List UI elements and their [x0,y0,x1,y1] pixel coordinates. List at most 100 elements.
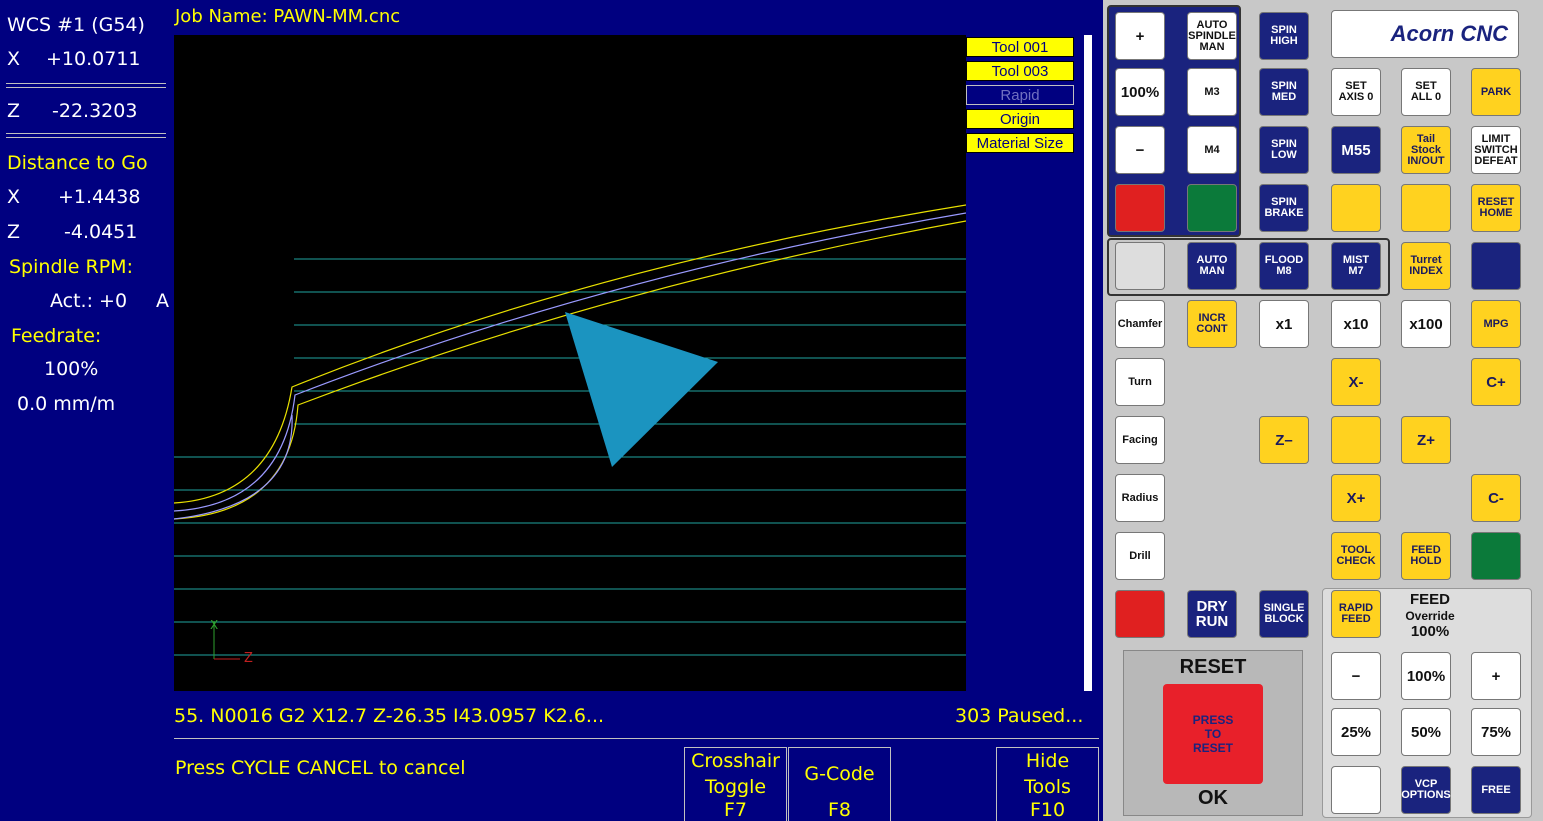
chuck-button[interactable] [1331,184,1381,232]
home-button[interactable] [1115,590,1165,638]
legend-item[interactable]: Origin [966,109,1074,129]
button-label: Tail [1417,134,1435,145]
wcs-label: WCS #1 (G54) [7,14,145,36]
settings-button[interactable] [1331,766,1381,814]
panel-button[interactable]: x10 [1331,300,1381,348]
panel-button[interactable]: 75% [1471,708,1521,756]
panel-button[interactable]: Drill [1115,532,1165,580]
button-label: MAN [1199,266,1224,277]
panel-button[interactable]: MPG [1471,300,1521,348]
panel-button[interactable]: Chamfer [1115,300,1165,348]
panel-button[interactable]: Radius [1115,474,1165,522]
panel-button[interactable]: 100% [1401,652,1451,700]
panel-button[interactable]: C- [1471,474,1521,522]
button-label: AXIS 0 [1339,92,1374,103]
button-label: HOME [1480,208,1513,219]
button-label: M8 [1276,266,1291,277]
lamp-button[interactable] [1471,242,1521,290]
feed-override-value: 100% [1380,624,1480,640]
button-label: x1 [1276,317,1293,332]
panel-button[interactable]: 50% [1401,708,1451,756]
panel-button[interactable]: − [1115,126,1165,174]
softkey-label: CrosshairToggle [685,748,786,800]
button-label: BRAKE [1264,208,1303,219]
panel-button[interactable]: + [1115,12,1165,60]
panel-button[interactable]: M55 [1331,126,1381,174]
reset-line: PRESS [1193,713,1234,727]
separator [6,133,166,138]
divider [174,738,1099,739]
panel-button[interactable]: 25% [1331,708,1381,756]
button-label: IN/OUT [1407,156,1444,167]
panel-button[interactable]: Z– [1259,416,1309,464]
legend-item[interactable]: Rapid [966,85,1074,105]
panel-button[interactable]: M4 [1187,126,1237,174]
cycle-stop-button[interactable] [1115,184,1165,232]
axis-label: Z [7,221,20,243]
feed-override-title: FEED [1380,592,1480,608]
tool-button[interactable] [1471,532,1521,580]
panel-button[interactable]: − [1331,652,1381,700]
panel-button[interactable]: X- [1331,358,1381,406]
panel-button[interactable]: x100 [1401,300,1451,348]
cycle-start-button[interactable] [1187,184,1237,232]
coolant-button[interactable] [1115,242,1165,290]
panel-button[interactable]: Facing [1115,416,1165,464]
axis-value: -4.0451 [64,221,137,243]
legend-item[interactable]: Material Size [966,133,1074,153]
scrollbar[interactable] [1084,35,1092,691]
speed-toggle-button[interactable] [1331,416,1381,464]
chuck-button[interactable] [1401,184,1451,232]
panel-button[interactable]: PARK [1471,68,1521,116]
panel-button[interactable]: + [1471,652,1521,700]
panel-button[interactable]: FREE [1471,766,1521,814]
panel-button[interactable]: 100% [1115,68,1165,116]
button-label: DEFEAT [1474,156,1517,167]
panel-button[interactable]: Turn [1115,358,1165,406]
status-message: Press CYCLE CANCEL to cancel [175,757,465,779]
feed-override: FEED Override 100% [1380,592,1480,640]
panel-button[interactable]: M3 [1187,68,1237,116]
button-label: Stock [1411,145,1441,156]
legend-item[interactable]: Tool 001 [966,37,1074,57]
panel-button[interactable]: x1 [1259,300,1309,348]
axis-label: X [7,48,20,70]
legend-item[interactable]: Tool 003 [966,61,1074,81]
distance-title: Distance to Go [7,152,148,174]
button-label: X+ [1347,491,1366,506]
panel-button[interactable]: Z+ [1401,416,1451,464]
viewport-bg [174,35,966,691]
button-label: Z– [1275,433,1293,448]
button-label: Z+ [1417,433,1435,448]
panel-button[interactable]: X+ [1331,474,1381,522]
button-label: M4 [1204,145,1219,156]
panel-button[interactable]: C+ [1471,358,1521,406]
origin-z-label: Z [244,651,253,666]
